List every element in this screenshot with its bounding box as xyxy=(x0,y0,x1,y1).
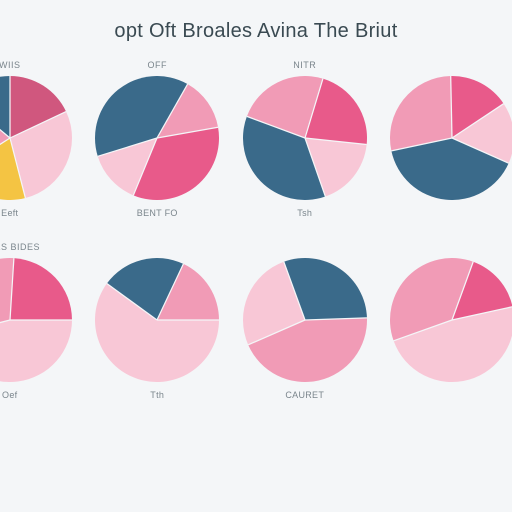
pie-bottom-label: Tsh xyxy=(297,208,312,218)
pie-cell: WIIS Eeft xyxy=(0,60,80,218)
pie-chart xyxy=(0,76,72,200)
pie-chart xyxy=(0,258,72,382)
pie-chart xyxy=(95,258,219,382)
pie-grid: WIIS Eeft OFF BENT FO NITR Tsh MRES BIDES Oef Tt… xyxy=(0,60,512,400)
page-title: opt Oft Broales Avina The Briut xyxy=(0,20,512,43)
pie-cell xyxy=(383,60,512,218)
pie-slice xyxy=(10,258,72,320)
pie-cell: NITR Tsh xyxy=(235,60,375,218)
pie-bottom-label: CAURET xyxy=(285,390,324,400)
pie-bottom-label: Eeft xyxy=(1,208,18,218)
pie-top-label: NITR xyxy=(293,60,316,70)
pie-cell: CAURET xyxy=(235,242,375,400)
pie-slice xyxy=(0,320,72,382)
pie-bottom-label: Tth xyxy=(150,390,164,400)
pie-bottom-label: Oef xyxy=(2,390,17,400)
pie-bottom-label: BENT FO xyxy=(137,208,178,218)
pie-cell xyxy=(383,242,512,400)
pie-cell: MRES BIDES Oef xyxy=(0,242,80,400)
pie-chart xyxy=(390,76,512,200)
pie-top-label: OFF xyxy=(148,60,168,70)
pie-chart xyxy=(243,258,367,382)
pie-cell: OFF BENT FO xyxy=(88,60,228,218)
pie-chart xyxy=(243,76,367,200)
pie-slice xyxy=(0,76,10,138)
pie-top-label: MRES BIDES xyxy=(0,242,40,252)
pie-top-label: WIIS xyxy=(0,60,21,70)
pie-chart xyxy=(390,258,512,382)
pie-chart xyxy=(95,76,219,200)
pie-cell: Tth xyxy=(88,242,228,400)
